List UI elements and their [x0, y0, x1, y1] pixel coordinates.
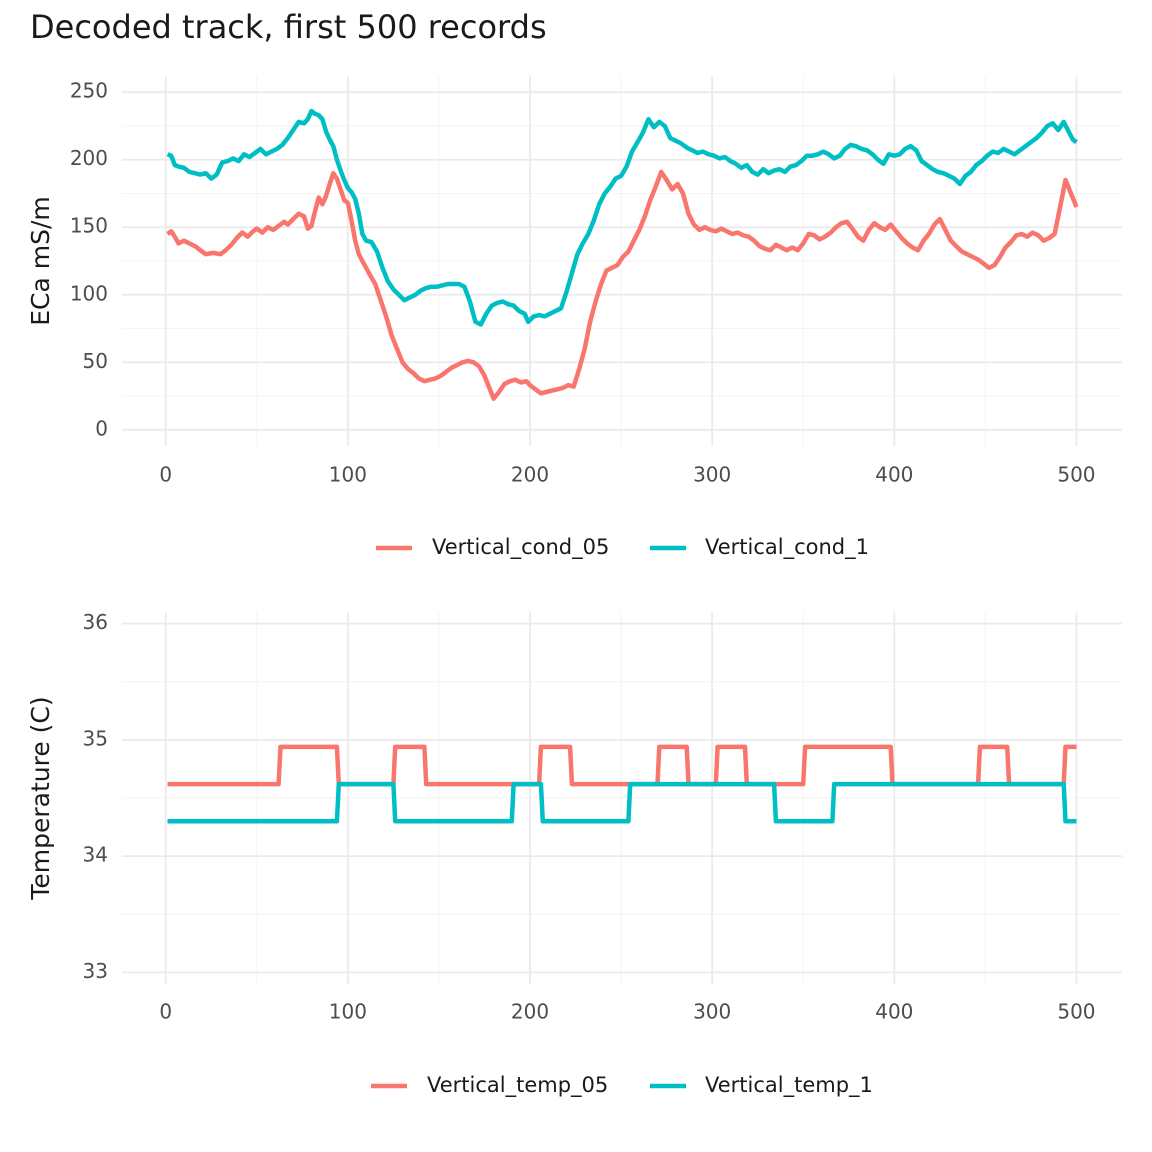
y-tick-label: 34: [83, 843, 108, 867]
x-tick-label: 300: [693, 1000, 731, 1024]
x-tick-label: 0: [159, 463, 172, 487]
series-line-vertical-temp-05: [167, 744, 1077, 787]
y-tick-label: 0: [95, 416, 108, 440]
series-line-vertical-temp-1: [167, 781, 1077, 824]
x-tick-label: 0: [159, 1000, 172, 1024]
y-tick-label: 200: [70, 146, 108, 170]
temperature-panel: 0 100 200 300 400 500 33 34 35 36 Temperature (C) V…: [26, 610, 1122, 1098]
x-tick-label: 100: [329, 463, 367, 487]
x-tick-label: 500: [1057, 463, 1095, 487]
y-axis-title: Temperature (C): [26, 696, 55, 900]
series-line-vertical-cond-1: [166, 108, 1078, 327]
x-tick-label: 200: [511, 463, 549, 487]
x-tick-label: 300: [693, 463, 731, 487]
conductivity-panel: 0 100 200 300 400 500 0 50 100 150 200 250 ECa mS/m V…: [26, 76, 1122, 560]
series-line-vertical-cond-05: [166, 169, 1079, 401]
y-tick-label: 100: [70, 281, 108, 305]
y-tick-label: 33: [83, 959, 108, 983]
y-tick-label: 36: [83, 610, 108, 634]
y-axis-title: ECa mS/m: [26, 196, 55, 326]
legend-label: Vertical_cond_1: [705, 535, 869, 560]
y-tick-label: 35: [83, 726, 108, 750]
legend: Vertical_temp_05 Vertical_temp_1: [371, 1073, 873, 1098]
chart-title: Decoded track, first 500 records: [30, 8, 547, 46]
x-tick-label: 400: [875, 1000, 913, 1024]
x-tick-label: 400: [875, 463, 913, 487]
y-tick-label: 250: [70, 79, 108, 103]
legend-label: Vertical_temp_05: [427, 1073, 608, 1098]
y-tick-label: 50: [83, 349, 108, 373]
x-tick-label: 500: [1057, 1000, 1095, 1024]
x-tick-label: 200: [511, 1000, 549, 1024]
legend-label: Vertical_temp_1: [705, 1073, 873, 1098]
legend: Vertical_cond_05 Vertical_cond_1: [376, 535, 869, 560]
y-tick-label: 150: [70, 214, 108, 238]
legend-label: Vertical_cond_05: [432, 535, 609, 560]
x-tick-label: 100: [329, 1000, 367, 1024]
